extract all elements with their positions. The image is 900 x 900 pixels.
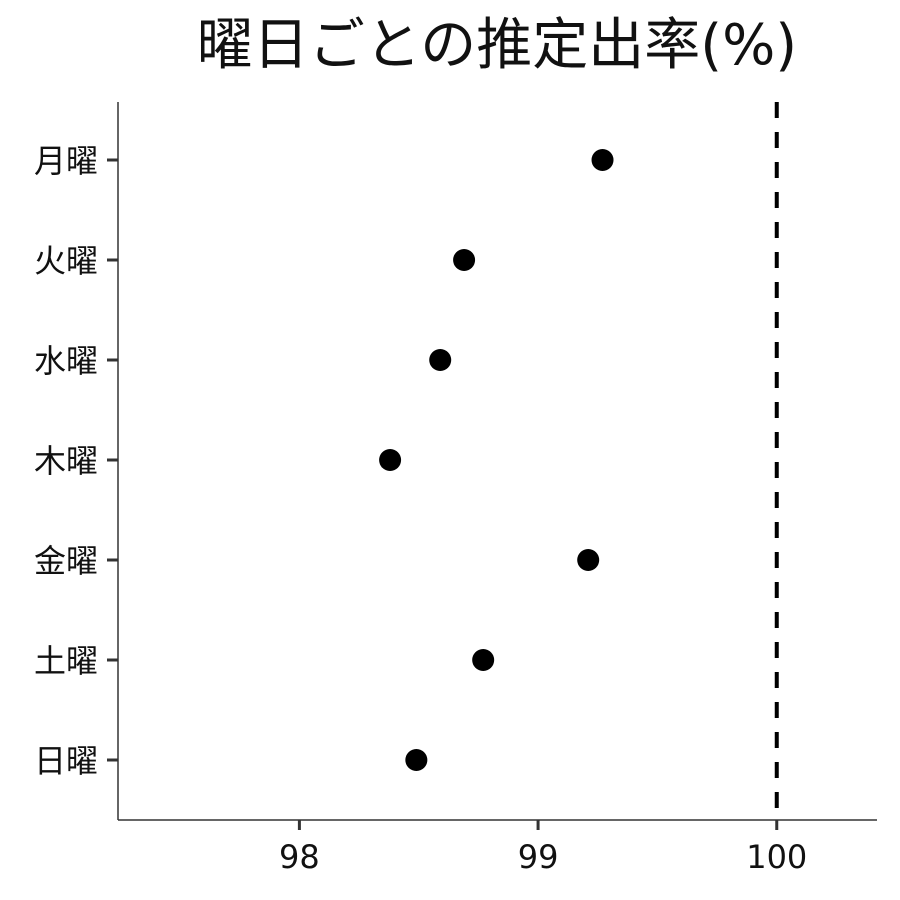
title-group: 曜日ごとの推定出率(%): [197, 13, 797, 78]
data-point: [577, 549, 600, 571]
y-tick-label: 木曜: [34, 442, 98, 480]
data-point: [405, 749, 428, 771]
y-tick-label: 日曜: [34, 742, 98, 780]
points-group: [379, 149, 614, 771]
y-tick-label: 月曜: [34, 142, 98, 180]
y-tick-label: 土曜: [34, 642, 98, 680]
data-point: [472, 649, 495, 671]
x-tick-label: 100: [746, 838, 807, 876]
chart-title: 曜日ごとの推定出率(%): [197, 13, 797, 78]
data-point: [453, 249, 476, 271]
data-point: [379, 449, 402, 471]
data-point: [429, 349, 452, 371]
y-tick-label: 火曜: [34, 242, 98, 280]
y-tick-label: 水曜: [34, 342, 98, 380]
axes-group: [117, 102, 877, 821]
y-tick-label: 金曜: [34, 542, 98, 580]
x-tick-label: 98: [279, 838, 320, 876]
x-tick-label: 99: [518, 838, 559, 876]
x-ticks-group: 98 99 100: [279, 820, 807, 876]
data-point: [591, 149, 614, 171]
